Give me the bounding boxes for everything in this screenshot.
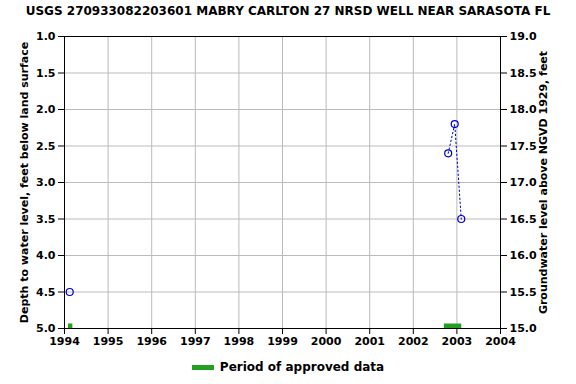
svg-text:3.0: 3.0 [36, 176, 56, 189]
svg-text:18.0: 18.0 [510, 103, 537, 116]
svg-text:3.5: 3.5 [36, 213, 56, 226]
html-text:USGS 270933082203601 MABRY CAR: USGS 270933082203601 MABRY CARLTON 27 NR… [25, 4, 551, 18]
svg-text:Depth to water level, feet bel: Depth to water level, feet below land su… [18, 42, 31, 323]
svg-text:1996: 1996 [136, 335, 167, 348]
svg-text:2001: 2001 [354, 335, 385, 348]
svg-text:2.5: 2.5 [36, 140, 56, 153]
svg-text:5.0: 5.0 [36, 322, 56, 335]
svg-text:18.5: 18.5 [510, 67, 537, 80]
svg-text:19.0: 19.0 [510, 30, 537, 43]
svg-text:4.5: 4.5 [36, 286, 56, 299]
svg-text:1994: 1994 [49, 335, 80, 348]
svg-text:1.0: 1.0 [36, 30, 56, 43]
svg-text:2004: 2004 [485, 335, 516, 348]
svg-text:15.0: 15.0 [510, 322, 537, 335]
svg-text:2000: 2000 [311, 335, 342, 348]
svg-text:2.0: 2.0 [36, 103, 56, 116]
svg-text:1997: 1997 [180, 335, 211, 348]
svg-text:1999: 1999 [267, 335, 298, 348]
svg-text:2002: 2002 [398, 335, 429, 348]
html-text:Period of approved data: Period of approved data [219, 360, 385, 374]
svg-text:17.5: 17.5 [510, 140, 537, 153]
svg-text:Groundwater level above NGVD 1: Groundwater level above NGVD 1929, feet [537, 51, 550, 314]
svg-text:15.5: 15.5 [510, 286, 537, 299]
svg-text:1.5: 1.5 [36, 67, 56, 80]
svg-text:1998: 1998 [224, 335, 255, 348]
svg-text:4.0: 4.0 [36, 249, 56, 262]
svg-text:16.0: 16.0 [510, 249, 537, 262]
svg-text:16.5: 16.5 [510, 213, 537, 226]
svg-text:2003: 2003 [442, 335, 473, 348]
svg-text:1995: 1995 [93, 335, 124, 348]
svg-text:17.0: 17.0 [510, 176, 537, 189]
